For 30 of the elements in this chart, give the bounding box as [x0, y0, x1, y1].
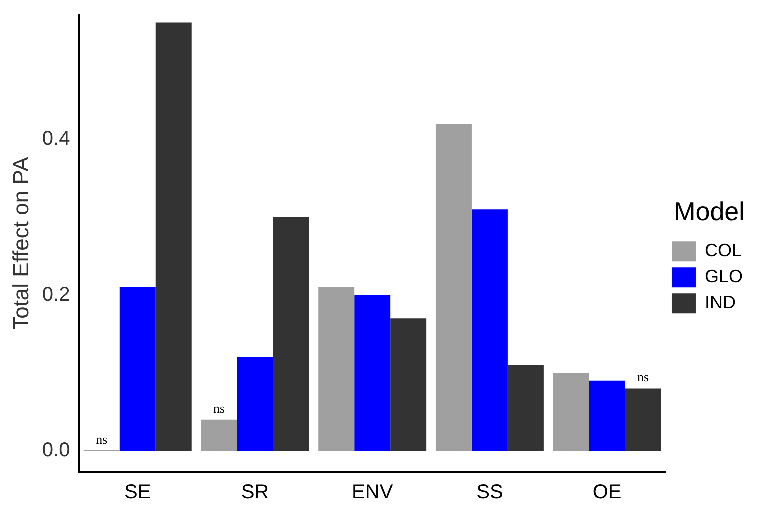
- bar: [156, 22, 192, 451]
- x-tick-label: ENV: [352, 482, 394, 504]
- bar: [390, 318, 427, 451]
- bar: [237, 358, 274, 451]
- legend-label: COL: [704, 240, 742, 261]
- x-tick-label: SS: [476, 482, 504, 504]
- x-tick-label: SR: [241, 482, 270, 504]
- bar: [273, 217, 310, 451]
- x-tick-label: OE: [592, 482, 622, 504]
- x-tick-label: SE: [124, 482, 152, 504]
- y-tick-label: 0.0: [42, 439, 70, 462]
- legend-label: IND: [704, 292, 736, 313]
- y-tick-label: 0.2: [42, 284, 70, 306]
- bar: [436, 124, 472, 451]
- data-label: ns: [213, 400, 226, 416]
- y-tick-label: 0.4: [42, 128, 70, 150]
- data-label: ns: [96, 432, 108, 447]
- bar: [120, 287, 156, 451]
- bar: [354, 295, 391, 451]
- bar: [625, 388, 662, 451]
- bar: [589, 380, 626, 451]
- bar: [553, 373, 590, 451]
- bar: [472, 210, 508, 451]
- bar: [201, 420, 238, 451]
- bar: [508, 365, 544, 451]
- y-axis-title: Total Effect on PA: [8, 156, 34, 330]
- legend-title: Model: [674, 196, 745, 227]
- legend-label: GLO: [704, 266, 744, 287]
- data-label: ns: [638, 370, 650, 385]
- bar: [318, 287, 355, 451]
